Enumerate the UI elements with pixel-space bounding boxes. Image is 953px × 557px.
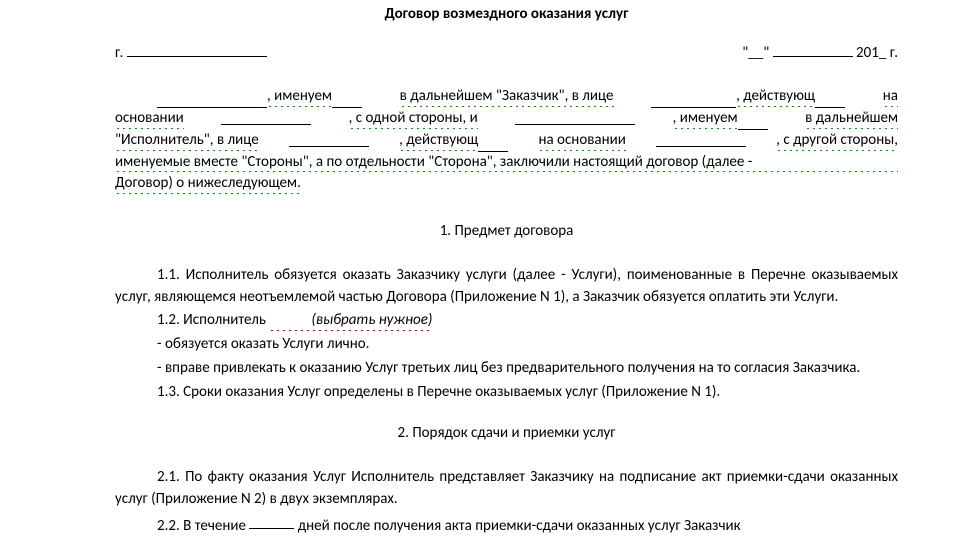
seg-act: , действующ: [736, 86, 815, 108]
para-1-1: 1.1. Исполнитель обязуется оказать Заказ…: [115, 265, 898, 309]
seg-imen1: , именуем: [267, 86, 332, 108]
seg-customer: в дальнейшем "Заказчик", в лице: [400, 86, 614, 108]
blank-customer-name: [157, 91, 267, 108]
document-page: Договор возмездного оказания услуг г. "_…: [0, 0, 953, 557]
seg-executor: "Исполнитель", в лице: [115, 130, 259, 152]
preamble-line-2: основании , с одной стороны, и , именуем…: [115, 108, 898, 130]
city-prefix: г.: [115, 44, 123, 62]
blank-imen1-end: [332, 91, 362, 108]
date-month-blank: [773, 40, 853, 57]
blank-imen2-end: [738, 113, 768, 130]
preamble-line-3: "Исполнитель", в лице , действующ на осн…: [115, 130, 898, 152]
doc-title: Договор возмездного оказания услуг: [115, 4, 898, 26]
para-2-2: 2.2. В течение дней после получения акта…: [115, 513, 898, 538]
city-date-row: г. "__" 201_ г.: [115, 40, 898, 65]
blank-executor-name: [515, 108, 635, 125]
blank-osnov2: [656, 130, 746, 147]
preamble-block: , именуем в дальнейшем "Заказчик", в лиц…: [115, 86, 898, 195]
para-1-3: 1.3. Сроки оказания Услуг определены в П…: [115, 382, 898, 404]
date-cell: "__" 201_ г.: [742, 40, 898, 65]
blank-exec-person: [289, 130, 369, 147]
blank-act-end: [815, 91, 845, 108]
date-year: 201_ г.: [856, 44, 898, 62]
para-1-2-dash1: - обязуется оказать Услуги лично.: [115, 334, 898, 356]
city-cell: г.: [115, 40, 267, 65]
seg-oneside: , с одной стороны, и: [349, 108, 478, 130]
seg-osnov: основании: [115, 108, 184, 130]
seg-further: в дальнейшем: [805, 108, 898, 130]
p12-text: 1.2. Исполнитель: [157, 311, 269, 329]
p22-a: 2.2. В течение: [157, 516, 249, 534]
p22-b: дней после получения акта приемки-сдачи …: [294, 516, 740, 534]
para-1-2: 1.2. Исполнитель (выбрать нужное): [115, 310, 898, 332]
seg-dogovor: Договор) о нижеследующем.: [115, 173, 301, 195]
city-blank: [127, 40, 267, 57]
seg-otherside: , с другой стороны,: [776, 130, 898, 152]
preamble-line-5: Договор) о нижеследующем.: [115, 173, 898, 195]
preamble-line-1: , именуем в дальнейшем "Заказчик", в лиц…: [115, 86, 898, 108]
seg-parties: именуемые вместе "Стороны", а по отдельн…: [115, 152, 898, 174]
p12-italic: (выбрать нужное): [269, 310, 432, 332]
blank-days: [249, 513, 294, 530]
section-1-head: 1. Предмет договора: [115, 221, 898, 243]
preamble-line-4: именуемые вместе "Стороны", а по отдельн…: [115, 152, 898, 174]
para-1-2-dash2: - вправе привлекать к оказанию Услуг тре…: [115, 358, 898, 380]
para-2-1: 2.1. По факту оказания Услуг Исполнитель…: [115, 467, 898, 511]
seg-act2: , действующ: [399, 130, 478, 152]
seg-osnov2: на основании: [538, 130, 625, 152]
date-quote: "__": [742, 44, 769, 62]
blank-person: [651, 91, 736, 108]
section-2-head: 2. Порядок сдачи и приемки услуг: [115, 423, 898, 445]
blank-act2-end: [478, 135, 508, 152]
seg-na: на: [883, 86, 898, 108]
seg-imen2: , именуем: [673, 108, 738, 130]
blank-osnov: [221, 108, 311, 125]
